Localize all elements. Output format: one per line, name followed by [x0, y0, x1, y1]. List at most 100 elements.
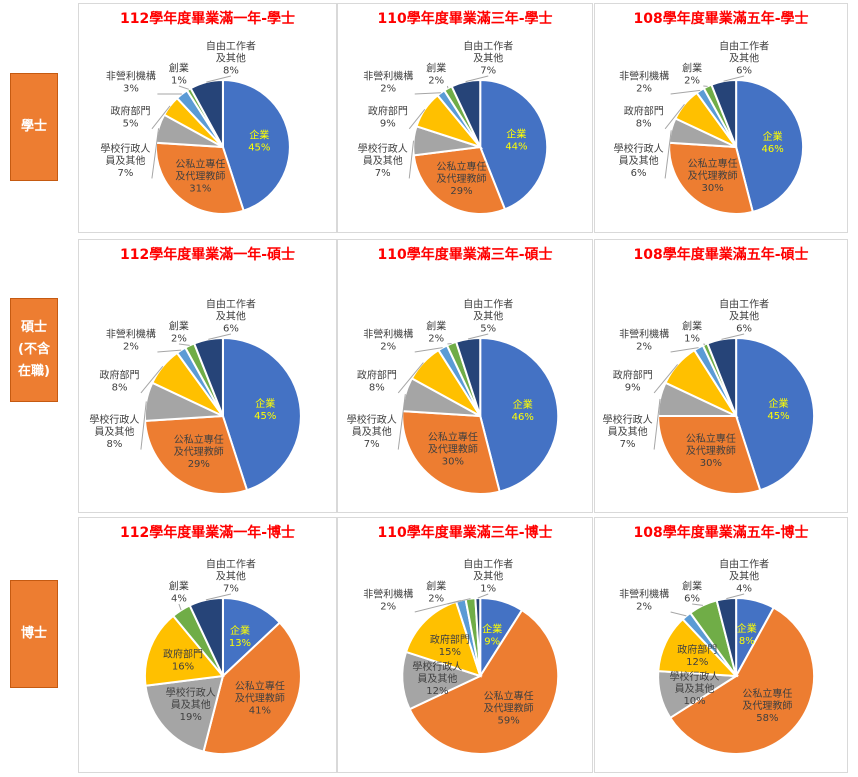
- pie-slice: [450, 78, 482, 148]
- leader-line: [208, 333, 232, 340]
- row-label-doctor: 博士: [10, 580, 58, 688]
- slice-label: 自由工作者及其他 6%: [206, 298, 256, 335]
- slice-label: 創業 4%: [169, 580, 189, 605]
- leader-line: [447, 342, 452, 345]
- slice-label: 非營利機構 2%: [619, 328, 669, 353]
- slice-label: 非營利機構 2%: [619, 70, 669, 95]
- slice-label: 政府部門 12%: [677, 643, 717, 668]
- leader-line: [205, 593, 232, 601]
- leader-line: [414, 92, 441, 95]
- leader-line: [414, 347, 443, 353]
- pie-slice: [144, 674, 225, 753]
- slice-label: 創業 2%: [426, 62, 446, 87]
- slice-label: 政府部門 9%: [613, 368, 653, 393]
- slice-label: 公私立專任及代理教師 31%: [175, 158, 225, 195]
- slice-label: 企業 45%: [248, 129, 270, 154]
- slice-label: 政府部門 8%: [357, 368, 397, 393]
- slice-label: 公私立專任及代理教師 41%: [235, 679, 285, 716]
- slice-label: 企業 46%: [512, 398, 534, 423]
- pie-slice: [706, 336, 738, 417]
- pie-svg: 企業 46% 公私立專任及代理教師 30% 學校行政人員及其他 7% 政府部門 8% 非營利機構…: [347, 298, 560, 495]
- chart-title: 112學年度畢業滿一年-博士: [119, 525, 296, 541]
- leader-line: [157, 349, 182, 353]
- leader-line: [397, 394, 406, 450]
- slice-label: 企業 45%: [254, 397, 276, 422]
- slice-label: 政府部門 8%: [624, 104, 664, 129]
- slice-label: 學校行政人員及其他 8%: [89, 413, 139, 450]
- slice-label: 企業 45%: [767, 397, 789, 422]
- slice-label: 自由工作者及其他 7%: [463, 40, 513, 77]
- slice-label: 政府部門 15%: [430, 633, 470, 658]
- pie-svg: 企業 13% 公私立專任及代理教師 41% 學校行政人員及其他 19% 政府部門 16% 創業 4…: [143, 558, 302, 755]
- slice-label: 學校行政人員及其他 7%: [100, 142, 150, 179]
- pie-svg: 企業 44% 公私立專任及代理教師 29% 學校行政人員及其他 7% 政府部門 9% 非營利機構…: [358, 40, 549, 215]
- slice-label: 政府部門 9%: [368, 104, 408, 129]
- pie-slice: [221, 596, 282, 679]
- leader-line: [447, 598, 471, 605]
- pie-chart-panel: 110學年度畢業滿三年-碩士 企業 46% 公私立專任及代理教師 30% 學校行政人員及其…: [337, 239, 593, 513]
- chart-title: 108學年度畢業滿五年-碩士: [633, 247, 809, 263]
- pie-chart-panel: 110學年度畢業滿三年-學士 企業 44% 公私立專任及代理教師 29% 學校行政人員及其…: [337, 3, 593, 233]
- slice-label: 自由工作者及其他 7%: [206, 558, 256, 595]
- leader-line: [206, 75, 232, 83]
- leader-line: [721, 333, 745, 340]
- slice-label: 創業 1%: [682, 320, 702, 345]
- pie-slice: [735, 78, 805, 214]
- slice-label: 學校行政人員及其他 6%: [614, 142, 664, 179]
- slice-label: 學校行政人員及其他 7%: [358, 142, 408, 179]
- slice-label: 企業 13%: [229, 624, 251, 649]
- pie-svg: 企業 45% 公私立專任及代理教師 29% 學校行政人員及其他 8% 政府部門 8% 非營利機構…: [89, 298, 302, 495]
- pie-slice: [668, 141, 754, 215]
- pie-slice: [202, 621, 302, 755]
- pie-slice: [143, 614, 225, 687]
- chart-title: 108學年度畢業滿五年-博士: [633, 525, 809, 541]
- leader-line: [140, 401, 147, 450]
- slice-label: 政府部門 16%: [163, 648, 203, 673]
- slice-label: 公私立專任及代理教師 29%: [174, 433, 224, 470]
- leader-line: [151, 105, 171, 130]
- pie-chart-panel: 108學年度畢業滿五年-碩士 企業 45% 公私立專任及代理教師 30% 學校行政人員及其…: [594, 239, 848, 513]
- leader-line: [664, 130, 672, 179]
- leader-line: [670, 347, 699, 353]
- chart-title: 108學年度畢業滿五年-學士: [633, 11, 809, 27]
- pie-slice: [188, 596, 224, 677]
- pie-slice: [657, 415, 762, 495]
- pie-slice: [221, 78, 291, 212]
- pie-slice: [408, 608, 560, 755]
- pie-slice: [735, 336, 816, 492]
- slice-label: 非營利機構 2%: [106, 328, 156, 353]
- slice-label: 學校行政人員及其他 10%: [670, 670, 720, 707]
- leader-line: [151, 128, 160, 179]
- pie-svg: 企業 8% 公私立專任及代理教師 58% 學校行政人員及其他 10%政府部門 12% 非營利機…: [619, 558, 816, 755]
- leader-line: [692, 603, 703, 606]
- leader-line: [670, 611, 687, 617]
- leader-line: [397, 362, 424, 394]
- pie-slice: [144, 414, 249, 495]
- pie-slice: [715, 596, 738, 677]
- slice-label: 企業 8%: [737, 622, 757, 647]
- chart-title: 112學年度畢業滿一年-碩士: [119, 247, 296, 263]
- leader-line: [178, 343, 190, 346]
- leader-line: [408, 109, 426, 130]
- pie-slice: [412, 145, 507, 215]
- leader-line: [140, 365, 164, 394]
- slice-label: 創業 2%: [682, 62, 702, 87]
- slice-label: 政府部門 5%: [111, 104, 151, 129]
- leader-line: [723, 75, 745, 82]
- slice-label: 自由工作者及其他 8%: [206, 40, 256, 77]
- slice-label: 創業 2%: [426, 580, 446, 605]
- pie-chart-panel: 112學年度畢業滿一年-學士 企業 45% 公私立專任及代理教師 31% 學校行政人員及其…: [78, 3, 337, 233]
- pie-slice: [668, 606, 816, 755]
- leader-line: [446, 85, 449, 89]
- slice-label: 企業 46%: [762, 130, 784, 155]
- pie-chart-panel: 110學年度畢業滿三年-博士 企業 9% 公私立專任及代理教師 59% 學校行政人員及其他…: [337, 517, 593, 773]
- slice-label: 自由工作者及其他 1%: [463, 558, 513, 595]
- leader-line: [408, 140, 415, 179]
- slice-label: 公私立專任及代理教師 29%: [436, 160, 486, 197]
- leader-line: [178, 603, 182, 611]
- slice-label: 公私立專任及代理教師 30%: [686, 432, 736, 469]
- slice-label: 公私立專任及代理教師 30%: [428, 431, 478, 468]
- row-label-master: 碩士(不含在職): [10, 298, 58, 402]
- leader-line: [653, 364, 678, 394]
- slice-label: 自由工作者及其他 6%: [719, 298, 769, 335]
